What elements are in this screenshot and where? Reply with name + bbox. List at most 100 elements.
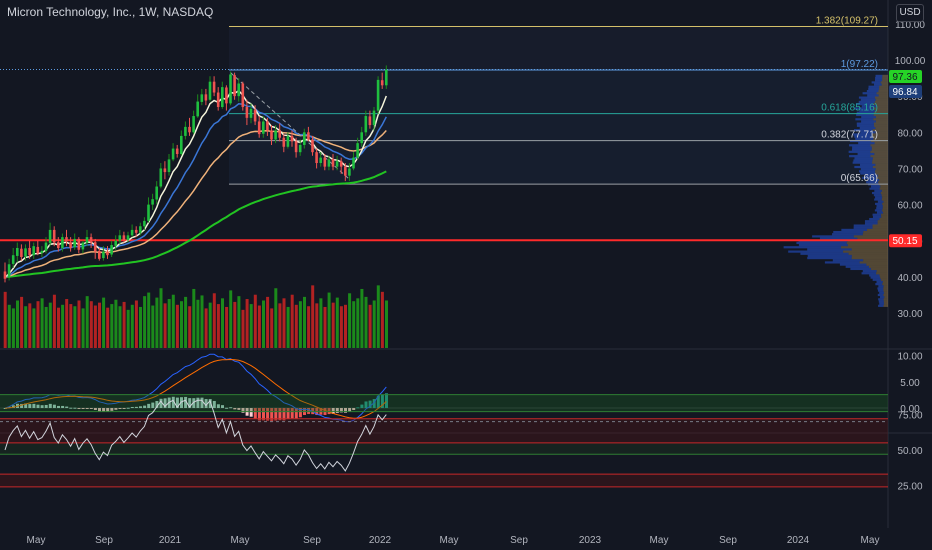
volume-profile-bar [884, 296, 888, 299]
volume-bar [331, 302, 335, 348]
volume-profile-bar [857, 152, 875, 156]
volume-profile-bar [884, 291, 888, 294]
candle-body [270, 130, 273, 140]
macd-histogram-bar [106, 408, 110, 412]
volume-profile-bar [807, 254, 852, 258]
volume-bar [249, 304, 253, 348]
candle-body [16, 247, 19, 256]
volume-bar [36, 301, 40, 348]
candle-body [266, 121, 269, 131]
volume-bar [196, 299, 200, 348]
volume-bar [77, 300, 81, 348]
volume-profile-bar [862, 270, 877, 273]
volume-bar [118, 306, 122, 348]
macd-histogram-bar [229, 407, 233, 409]
macd-histogram [3, 393, 388, 422]
time-axis-tick: Sep [303, 535, 321, 546]
time-axis-tick: 2021 [159, 535, 182, 546]
candle-body [48, 229, 52, 243]
volume-bar [102, 297, 106, 348]
volume-profile-bar [854, 157, 873, 160]
candle-body [315, 152, 318, 164]
volume-bar [278, 303, 282, 348]
candle-body [180, 135, 183, 154]
price-label: 50.15 [892, 236, 917, 247]
price-axis-tick: 80.00 [897, 128, 922, 139]
price-axis-tick: 60.00 [897, 201, 922, 212]
rsi-axis-tick: 50.00 [897, 446, 922, 457]
volume-bar [286, 306, 290, 348]
candle-body [175, 148, 179, 154]
volume-bar [303, 296, 306, 348]
volume-profile-bar [872, 135, 888, 138]
macd-histogram-bar [69, 407, 73, 409]
volume-bar [225, 306, 229, 348]
volume-profile-bar [881, 213, 888, 216]
volume-bar [93, 305, 97, 348]
candle-body [331, 159, 335, 167]
volume-profile-bar [812, 235, 854, 238]
macd-histogram-bar [98, 408, 101, 412]
macd-histogram-bar [32, 403, 36, 408]
time-axis-tick: May [650, 535, 669, 546]
volume-profile-bar [876, 272, 888, 275]
volume-profile-bar [882, 76, 888, 80]
candle-body [106, 251, 109, 256]
volume-bar [262, 300, 265, 348]
volume-profile-bar [864, 220, 878, 223]
candle-body [208, 81, 212, 100]
volume-bar [352, 301, 356, 348]
volume-profile-bar [876, 280, 883, 284]
volume-profile-bar [882, 79, 888, 82]
volume-profile-bar [861, 116, 876, 119]
macd-histogram-bar [270, 408, 274, 422]
macd-histogram-bar [344, 408, 347, 413]
volume-profile-bar [824, 261, 860, 264]
volume-profile-bar [875, 202, 883, 205]
volume-bar [339, 306, 343, 348]
volume-bar [130, 304, 134, 348]
candle-body [65, 237, 68, 242]
macd-histogram-bar [196, 397, 200, 408]
candle-body [85, 237, 89, 243]
fib-level-label: 0.382(77.71) [821, 130, 878, 141]
candle-body [278, 130, 281, 138]
volume-profile-bar [873, 103, 888, 106]
volume-profile-bar [882, 196, 888, 199]
volume-profile-bar [865, 174, 878, 177]
chart-title: Micron Technology, Inc., 1W, NASDAQ [7, 5, 214, 19]
candle-body [151, 199, 154, 205]
volume-profile-bar [873, 194, 882, 197]
macd-histogram-bar [237, 408, 241, 410]
macd-histogram-bar [352, 408, 356, 411]
macd-signal-line [4, 358, 387, 419]
candle-body [335, 161, 339, 167]
macd-histogram-bar [151, 402, 155, 408]
volume-profile-bar [875, 76, 883, 80]
volume-profile-bar [883, 304, 888, 307]
candle-body [376, 79, 380, 111]
volume-profile-bar [877, 293, 884, 297]
rsi-axis-tick: 75.00 [897, 411, 922, 422]
volume-profile-bar [874, 142, 888, 145]
candle-body [368, 116, 372, 126]
macd-histogram-bar [241, 408, 245, 413]
volume-profile-bar [798, 243, 848, 247]
macd-axis-tick: 0.00 [900, 404, 920, 415]
volume-profile-bar [877, 200, 884, 203]
fib-zone [229, 26, 888, 71]
candle-body [81, 242, 85, 250]
volume-bar [208, 302, 212, 348]
volume-profile-bar [872, 159, 888, 162]
volume-profile-bar [871, 267, 888, 271]
volume-profile-bar [876, 105, 888, 108]
volume-bar [253, 294, 257, 348]
candle-body [274, 130, 277, 140]
macd-histogram-bar [298, 408, 302, 418]
volume-profile-bar [869, 274, 880, 277]
volume-profile-bar [862, 233, 888, 236]
candle-body [192, 116, 195, 133]
currency-button[interactable]: USD [896, 4, 924, 22]
volume-profile-bar [882, 204, 888, 208]
